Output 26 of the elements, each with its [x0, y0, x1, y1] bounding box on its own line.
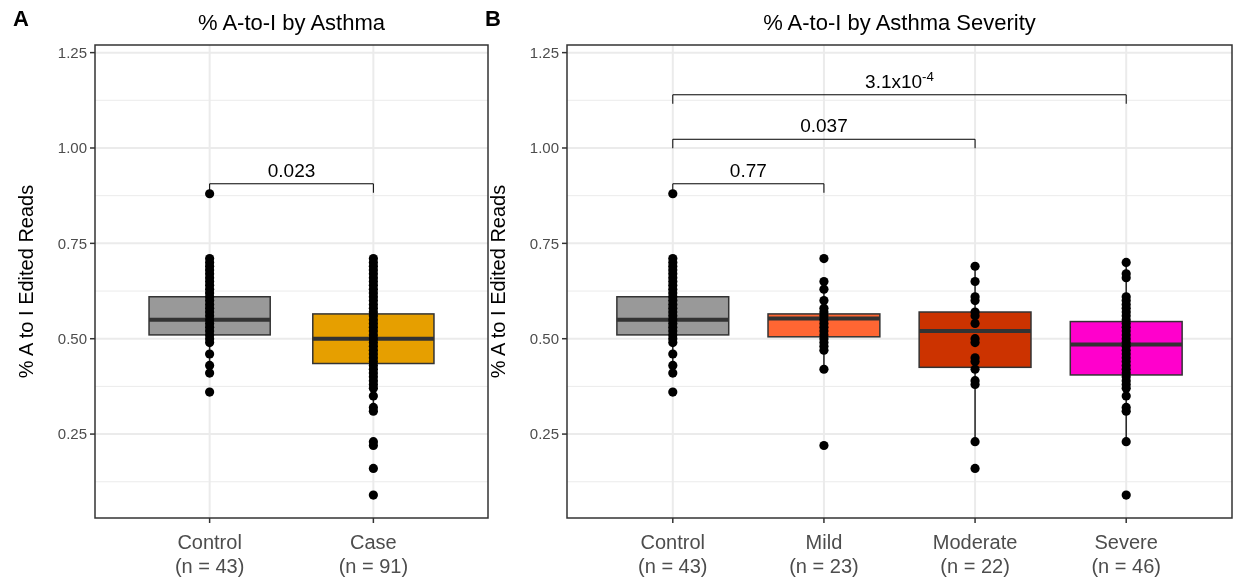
y-tick-label: 1.00 — [529, 139, 559, 157]
y-axis-title: % A to I Edited Reads — [15, 184, 37, 379]
y-tick-label: 0.25 — [529, 425, 559, 443]
x-tick-label: Moderate (n = 22) — [932, 531, 1018, 577]
y-tick-label: 0.25 — [57, 425, 87, 443]
text: A — [13, 6, 29, 31]
y-tick-label: 0.75 — [529, 234, 559, 252]
chart-title: % A-to-I by Asthma Severity — [763, 10, 1036, 35]
annotation: 0.037 — [800, 115, 848, 137]
y-tick-label: 0.75 — [57, 234, 87, 252]
y-tick-label: 1.25 — [529, 43, 559, 61]
chart-title: % A-to-I by Asthma — [197, 10, 386, 35]
x-tick-label: Control (n = 43) — [174, 531, 245, 577]
x-tick-label: Severe (n = 46) — [1091, 531, 1161, 577]
annotation: 3.1x10$^{-4}$ — [865, 68, 934, 92]
y-tick-label: 1.00 — [57, 139, 87, 157]
text: B — [485, 6, 501, 31]
x-tick-label: Mild (n = 23) — [789, 531, 859, 577]
annotation: 0.023 — [267, 159, 316, 181]
x-tick-label: Control (n = 43) — [638, 531, 708, 577]
y-tick-label: 0.50 — [57, 329, 87, 347]
annotation: 0.77 — [729, 159, 767, 181]
y-tick-label: 0.50 — [529, 329, 559, 347]
x-tick-label: Case (n = 91) — [338, 531, 409, 577]
y-tick-label: 1.25 — [57, 43, 87, 61]
y-axis-title: % A to I Edited Reads — [487, 184, 509, 379]
